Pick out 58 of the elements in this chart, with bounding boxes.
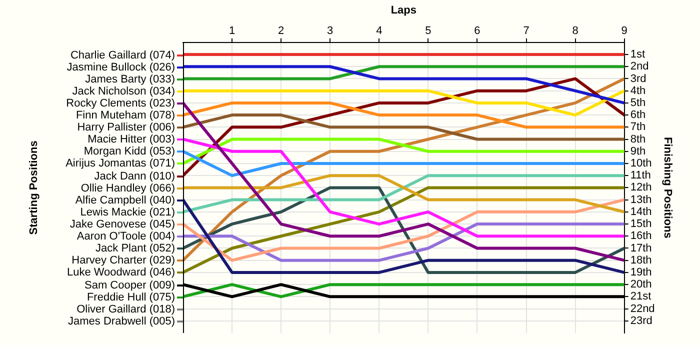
y-tick-label: 4th xyxy=(630,84,646,97)
x-tick-label: 8 xyxy=(572,24,578,37)
legend-label: Ollie Handley (066) xyxy=(80,182,175,195)
y-tick-label: 2nd xyxy=(630,60,649,73)
y-tick-label: 8th xyxy=(630,133,646,146)
x-tick-label: 7 xyxy=(523,24,530,37)
legend-label: James Drabwell (005) xyxy=(68,316,175,328)
legend-title: Starting Positions xyxy=(28,140,40,235)
y-tick-label: 12th xyxy=(630,182,652,194)
legend-label: Harvey Charter (029) xyxy=(72,254,175,267)
legend-label: Airijus Jomantas (071) xyxy=(66,158,175,170)
legend-label: Oliver Gaillard (018) xyxy=(76,304,175,316)
y-tick-label: 20th xyxy=(630,278,652,291)
legend-label: Luke Woodward (046) xyxy=(66,266,175,279)
y-tick-label: 11th xyxy=(630,170,651,182)
y-tick-label: 16th xyxy=(630,230,652,242)
legend-label: Jack Plant (052) xyxy=(96,242,175,255)
y-tick-label: 22nd xyxy=(630,302,655,315)
legend-label: Alfie Campbell (040) xyxy=(75,194,175,207)
legend-label: Macie Hitter (003) xyxy=(88,134,175,146)
x-tick-label: 4 xyxy=(376,24,382,37)
legend-label: Rocky Clements (023) xyxy=(66,98,175,110)
legend-label: Harry Pallister (006) xyxy=(77,122,175,134)
legend-label: Jake Genovese (045) xyxy=(70,218,175,231)
y-tick-label: 19th xyxy=(630,266,652,278)
legend-label: Aaron O'Toole (004) xyxy=(76,230,175,243)
y-tick-label: 15th xyxy=(630,218,652,230)
y-tick-label: 10th xyxy=(630,158,652,170)
y-tick-label: 13th xyxy=(630,194,652,206)
y-tick-label: 23rd xyxy=(630,314,652,327)
x-tick-label: 2 xyxy=(278,24,284,37)
y-tick-label: 21st xyxy=(630,290,652,303)
x-tick-label: 3 xyxy=(327,24,334,37)
x-tick-label: 5 xyxy=(425,24,432,37)
legend-label: Charlie Gaillard (074) xyxy=(70,50,175,62)
y-axis-title: Finishing Positions xyxy=(661,136,674,238)
legend-label: Sam Cooper (009) xyxy=(84,280,175,292)
y-tick-label: 1st xyxy=(630,48,646,61)
legend-label: James Barty (033) xyxy=(85,74,175,86)
legend-label: Finn Muteham (078) xyxy=(76,110,175,122)
x-tick-label: 9 xyxy=(621,24,628,37)
legend-label: Jack Dann (010) xyxy=(94,170,175,183)
y-tick-label: 7th xyxy=(630,121,646,134)
x-axis-title: Laps xyxy=(390,4,417,17)
legend-label: Jasmine Bullock (026) xyxy=(66,62,175,74)
y-tick-label: 14th xyxy=(630,206,652,218)
legend-label: Freddie Hull (075) xyxy=(86,292,175,304)
y-tick-label: 5th xyxy=(630,96,646,109)
x-tick-label: 6 xyxy=(474,24,480,37)
legend-label: Morgan Kidd (053) xyxy=(84,146,175,158)
y-tick-label: 3rd xyxy=(630,72,646,85)
legend-label: Lewis Mackie (021) xyxy=(80,206,175,219)
x-tick-label: 1 xyxy=(228,24,236,37)
y-tick-label: 6th xyxy=(630,109,646,122)
y-tick-label: 18th xyxy=(630,254,652,266)
y-tick-label: 9th xyxy=(630,145,646,158)
legend-label: Jack Nicholson (034) xyxy=(72,86,175,98)
y-tick-label: 17th xyxy=(630,242,652,254)
